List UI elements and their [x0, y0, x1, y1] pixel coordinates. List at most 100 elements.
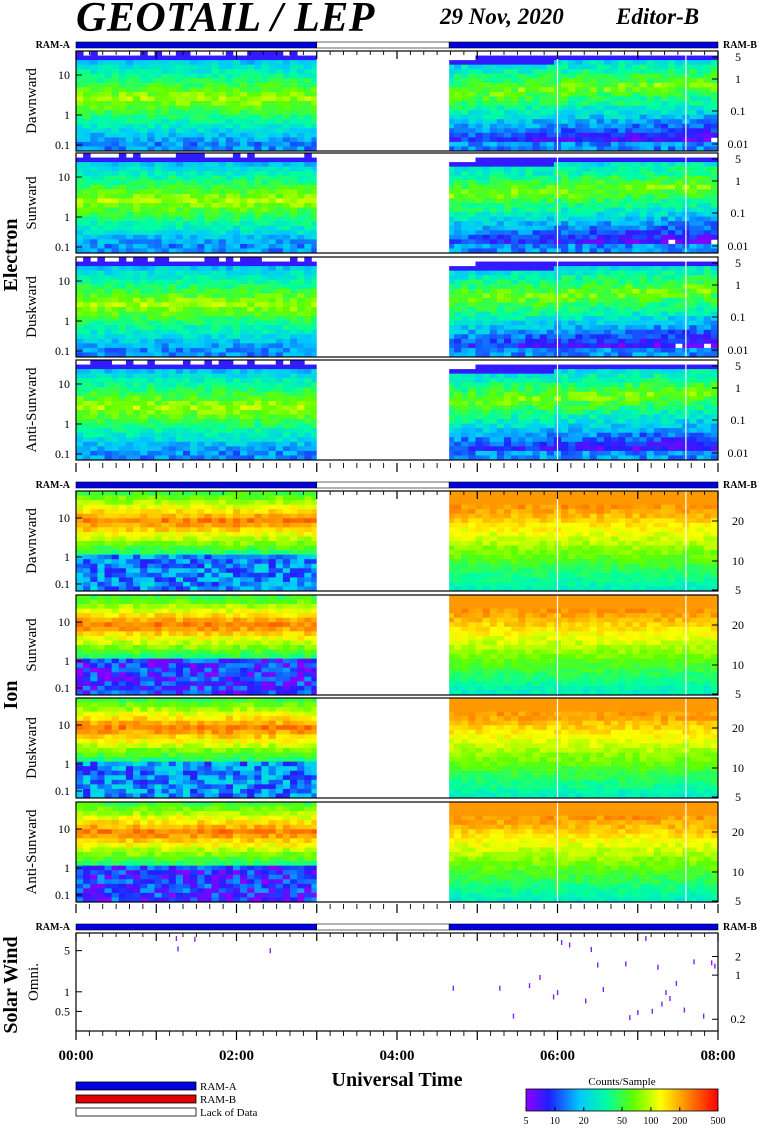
spectrogram-cell	[254, 137, 262, 143]
spectrogram-cell	[147, 293, 155, 299]
spectrogram-cell	[175, 297, 184, 303]
spectrogram-cell	[532, 162, 541, 168]
spectrogram-cell	[468, 110, 476, 116]
spectrogram-cell	[161, 347, 170, 353]
spectrogram-cell	[632, 73, 640, 79]
spectrogram-cell	[582, 203, 590, 208]
spectrogram-cell	[97, 428, 105, 434]
spectrogram-cell	[168, 101, 177, 106]
spectrogram-cell	[204, 266, 212, 272]
spectrogram-cell	[475, 297, 483, 303]
spectrogram-cell	[204, 203, 212, 208]
spectrogram-cell	[539, 352, 548, 358]
spectrogram-cell	[568, 329, 576, 335]
spectrogram-cell	[475, 69, 483, 75]
spectrogram-cell	[147, 400, 155, 406]
spectrogram-cell	[297, 207, 305, 213]
spectrogram-cell	[532, 297, 541, 303]
spectrogram-cell	[496, 137, 505, 143]
spectrogram-cell	[696, 96, 705, 102]
spectrogram-cell	[596, 338, 605, 344]
spectrogram-cell	[603, 275, 612, 281]
spectrogram-cell	[625, 225, 633, 231]
spectrogram-cell	[275, 198, 284, 204]
spectrogram-cell	[561, 110, 569, 116]
spectrogram-cell	[710, 78, 719, 84]
spectrogram-cell	[646, 132, 655, 138]
spectrogram-cell	[125, 87, 134, 93]
spectrogram-cell	[561, 216, 569, 222]
spectrogram-cell	[632, 166, 640, 172]
spectrogram-cell	[646, 193, 655, 199]
spectrogram-cell	[511, 207, 519, 213]
spectrogram-cell	[247, 162, 255, 168]
spectrogram-cell	[518, 207, 526, 213]
spectrogram-cell	[603, 189, 612, 195]
spectrogram-cell	[133, 64, 141, 70]
spectrogram-cell	[518, 239, 526, 245]
spectrogram-cell	[282, 128, 291, 134]
spectrogram-cell	[76, 166, 84, 172]
spectrogram-cell	[532, 325, 541, 331]
spectrogram-cell	[461, 248, 469, 254]
spectrogram-cell	[710, 225, 719, 231]
spectrogram-cell	[625, 302, 633, 308]
spectrogram-cell	[518, 334, 526, 340]
spectrogram-cell	[140, 128, 148, 134]
spectrogram-cell	[568, 114, 576, 120]
spectrogram-cell	[211, 414, 220, 420]
spectrogram-cell	[660, 311, 669, 317]
spectrogram-cell	[261, 101, 269, 106]
spectrogram-cell	[268, 325, 277, 331]
spectrogram-cell	[546, 297, 555, 303]
spectrogram-cell	[625, 128, 633, 134]
spectrogram-cell	[618, 128, 626, 134]
spectrogram-cell	[297, 96, 305, 102]
spectrogram-cell	[482, 307, 491, 312]
spectrogram-cell	[240, 64, 248, 70]
spectrogram-cell	[175, 378, 184, 384]
spectrogram-cell	[625, 193, 633, 199]
spectrogram-cell	[632, 248, 640, 254]
spectrogram-cell	[183, 302, 191, 308]
spectrogram-cell	[489, 132, 498, 138]
spectrogram-cell	[475, 307, 483, 312]
spectrogram-cell	[446, 119, 455, 125]
spectrogram-cell	[168, 446, 177, 452]
spectrogram-cell	[204, 69, 212, 75]
spectrogram-cell	[90, 189, 98, 195]
spectrogram-cell	[575, 166, 583, 172]
spectrogram-cell	[168, 64, 177, 70]
spectrogram-cell	[504, 203, 512, 208]
spectrogram-cell	[183, 110, 191, 116]
spectrogram-cell	[140, 146, 148, 152]
spectrogram-cell	[468, 230, 476, 236]
spectrogram-cell	[225, 352, 234, 358]
spectrogram-cell	[596, 307, 605, 312]
spectrogram-cell	[618, 320, 626, 326]
spectrogram-cell	[489, 166, 498, 172]
spectrogram-cell	[104, 364, 113, 370]
spectrogram-cell	[561, 91, 569, 97]
spectrogram-cell	[461, 297, 469, 303]
spectrogram-cell	[511, 311, 519, 317]
spectrogram-cell	[83, 55, 91, 61]
spectrogram-cell	[304, 175, 312, 181]
spectrogram-cell	[111, 423, 120, 429]
spectrogram-cell	[125, 198, 134, 204]
spectrogram-cell	[468, 266, 476, 272]
spectrogram-cell	[632, 325, 640, 331]
spectrogram-cell	[140, 55, 148, 61]
spectrogram-cell	[568, 316, 576, 322]
spectrogram-cell	[618, 141, 626, 147]
spectrogram-cell	[290, 123, 298, 129]
spectrogram-cell	[97, 297, 105, 303]
spectrogram-cell	[696, 157, 705, 163]
spectrogram-cell	[568, 248, 576, 254]
spectrogram-cell	[111, 203, 120, 208]
spectrogram-cell	[511, 325, 519, 331]
spectrogram-cell	[247, 302, 255, 308]
spectrogram-cell	[518, 234, 526, 240]
spectrogram-cell	[125, 334, 134, 340]
spectrogram-cell	[532, 82, 541, 88]
